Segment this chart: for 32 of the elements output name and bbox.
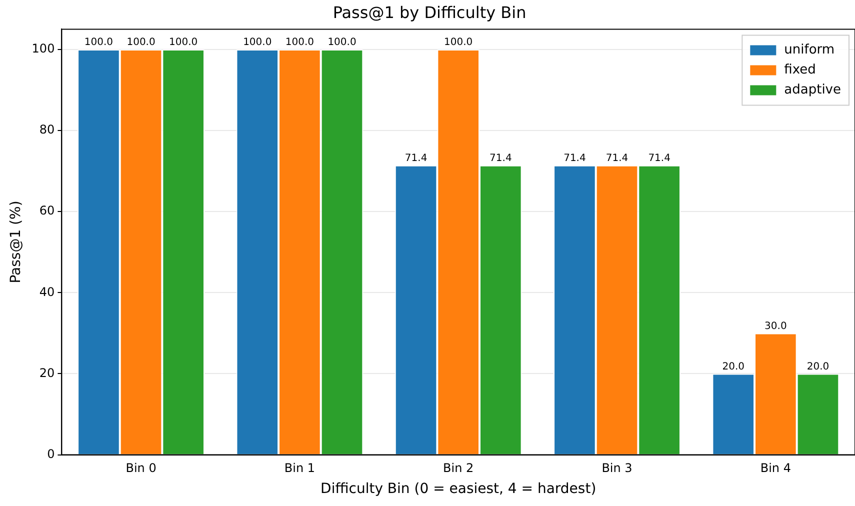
data-label: 20.0 <box>722 361 744 372</box>
data-label: 71.4 <box>490 152 512 164</box>
legend-label: fixed <box>784 62 816 78</box>
data-label: 100.0 <box>328 37 356 48</box>
x-axis-title: Difficulty Bin (0 = easiest, 4 = hardest) <box>320 481 596 498</box>
x-tick-label: Bin 2 <box>443 461 474 476</box>
data-label: 100.0 <box>84 37 114 48</box>
data-label: 30.0 <box>764 320 787 332</box>
data-label: 100.0 <box>126 37 156 48</box>
y-tick-label: 0 <box>47 446 55 461</box>
data-label: 100.0 <box>285 37 314 48</box>
data-label: 100.0 <box>169 37 198 48</box>
y-tick-label: 60 <box>39 204 55 218</box>
x-tick-label: Bin 4 <box>760 461 791 476</box>
x-tick-label: Bin 0 <box>126 461 156 476</box>
data-label: 71.4 <box>564 152 586 164</box>
data-label: 20.0 <box>806 361 830 372</box>
data-label: 71.4 <box>648 152 670 164</box>
y-tick-label: 40 <box>39 284 55 299</box>
data-label: 71.4 <box>606 152 628 164</box>
data-label: 71.4 <box>404 152 428 164</box>
y-axis-title: Pass@1 (%) <box>8 200 24 284</box>
x-tick-label: Bin 1 <box>284 461 316 476</box>
y-tick-label: 20 <box>39 366 55 380</box>
x-tick-label: Bin 3 <box>602 461 632 476</box>
legend-label: uniform <box>784 42 835 58</box>
chart-title: Pass@1 by Difficulty Bin <box>332 2 526 22</box>
data-label: 100.0 <box>444 37 473 48</box>
y-tick-label: 100 <box>32 42 55 56</box>
data-label: 100.0 <box>243 37 272 48</box>
legend-label: adaptive <box>784 82 842 98</box>
y-tick-label: 80 <box>39 122 55 137</box>
